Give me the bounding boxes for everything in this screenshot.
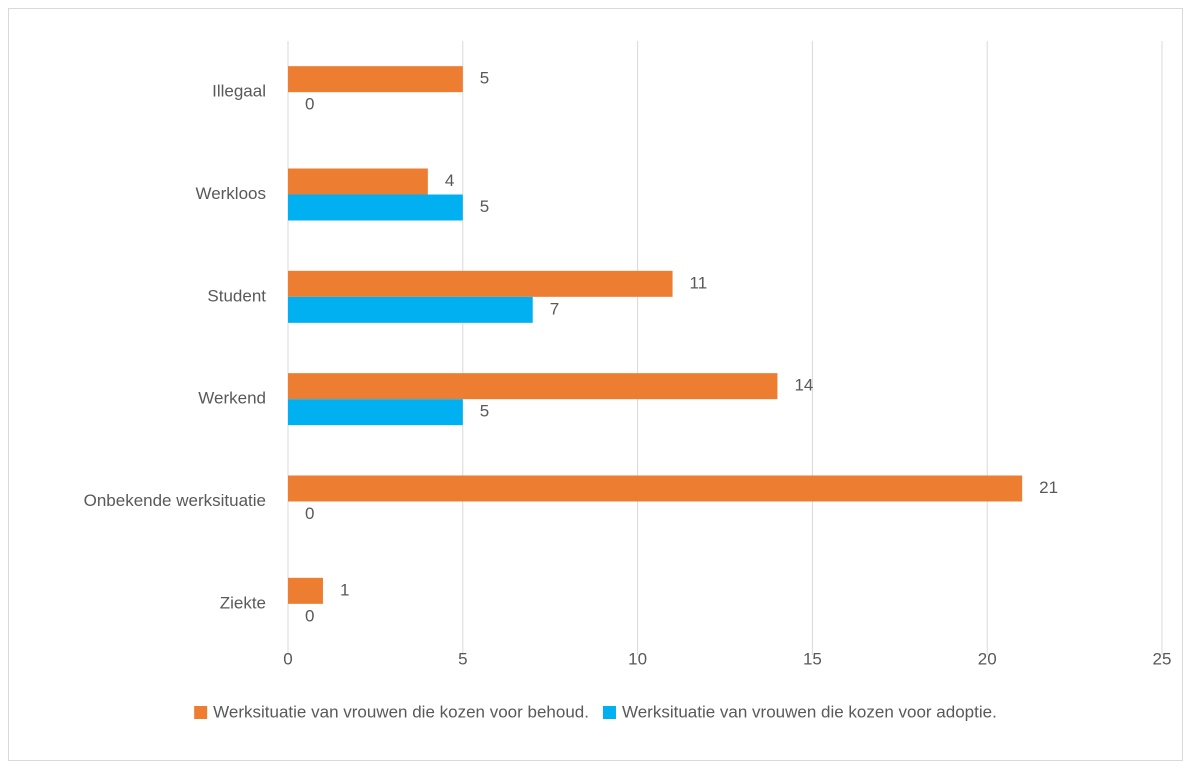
x-tick-label: 0: [283, 649, 292, 668]
legend-label: Werksituatie van vrouwen die kozen voor …: [622, 702, 997, 721]
data-label: 7: [550, 299, 559, 318]
data-label: 1: [340, 580, 349, 599]
data-label: 0: [305, 95, 314, 114]
bar: [288, 168, 428, 195]
y-tick-label: Student: [207, 286, 266, 305]
bar: [288, 296, 533, 323]
x-tick-label: 10: [628, 649, 647, 668]
y-tick-label: Illegaal: [212, 82, 266, 101]
y-tick-label: Werkloos: [195, 184, 266, 203]
data-label: 4: [445, 171, 454, 190]
data-label: 5: [480, 69, 489, 88]
bar: [288, 66, 463, 93]
legend-swatch: [194, 706, 208, 719]
bar: [288, 194, 463, 221]
bar: [288, 577, 323, 604]
x-tick-label: 25: [1153, 649, 1172, 668]
data-label: 14: [794, 376, 813, 395]
data-label: 5: [480, 402, 489, 421]
data-label: 0: [305, 606, 314, 625]
bar: [288, 475, 1023, 502]
x-tick-label: 20: [978, 649, 997, 668]
data-label: 21: [1039, 478, 1058, 497]
bar: [288, 399, 463, 426]
y-tick-label: Ziekte: [220, 593, 266, 612]
data-label: 11: [690, 273, 708, 292]
data-label: 5: [480, 197, 489, 216]
y-tick-label: Werkend: [198, 389, 266, 408]
x-tick-label: 15: [803, 649, 822, 668]
legend-swatch: [602, 706, 616, 719]
data-label: 0: [305, 504, 314, 523]
legend-label: Werksituatie van vrouwen die kozen voor …: [213, 702, 589, 721]
bar: [288, 270, 673, 297]
bar: [288, 373, 778, 400]
y-tick-label: Onbekende werksituatie: [84, 491, 266, 510]
x-tick-label: 5: [458, 649, 467, 668]
